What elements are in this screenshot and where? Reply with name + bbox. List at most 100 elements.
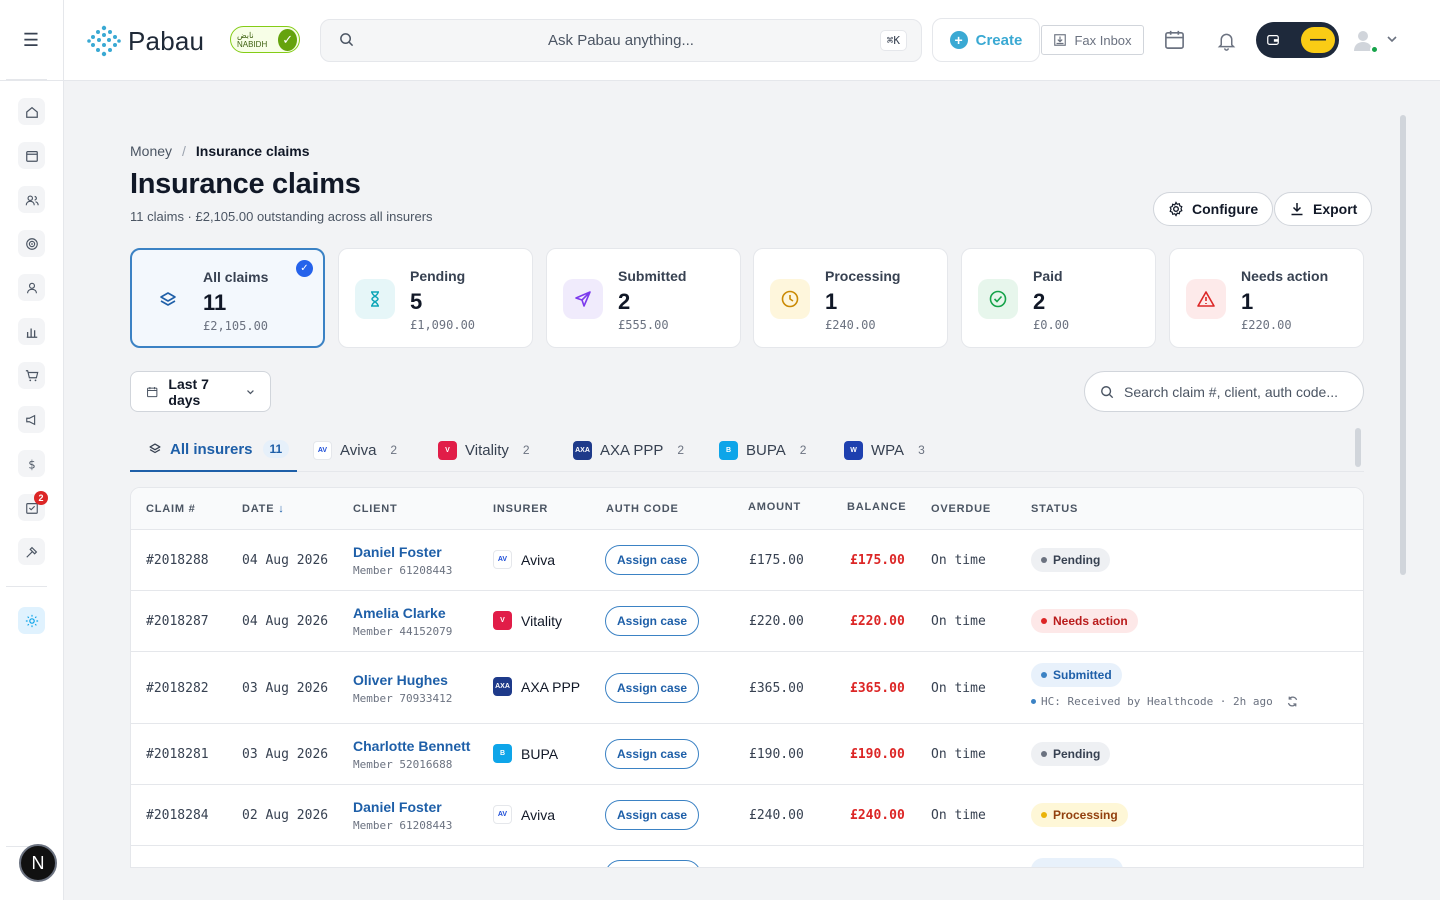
card-label: Processing (825, 268, 901, 284)
healthcode-text: HC: Received by Healthcode · 2h ago (1041, 695, 1273, 708)
amount: £240.00 (749, 808, 804, 823)
tab-vitality[interactable]: V Vitality 2 (438, 428, 530, 472)
claim-date: 03 Aug 2026 (242, 681, 329, 696)
bupa-logo-icon: B (719, 440, 738, 460)
header-auth-code[interactable]: AUTH CODE (606, 503, 679, 515)
fax-inbox-button[interactable]: Fax Inbox (1041, 25, 1144, 55)
assign-case-button[interactable]: Assign case (605, 673, 700, 703)
create-button[interactable]: + Create (932, 18, 1040, 62)
table-row[interactable] (131, 846, 1363, 867)
assign-case-button[interactable]: Assign case (605, 800, 700, 830)
calendar-icon[interactable] (1163, 28, 1186, 51)
client-name[interactable]: Amelia Clarke (353, 605, 446, 621)
date-range-dropdown[interactable]: Last 7 days (130, 371, 271, 412)
client-cell: Amelia Clarke Member 44152079 (353, 605, 452, 638)
nabidh-badge: نابض NABIDH ✓ (230, 26, 300, 53)
tab-all-insurers[interactable]: All insurers 11 (130, 428, 297, 472)
balance: £190.00 (850, 747, 905, 762)
sidebar-item-leads[interactable] (18, 230, 45, 257)
status-badge-partial (1031, 858, 1123, 867)
tabs-scrollbar[interactable] (1355, 428, 1361, 467)
status-badge: Pending (1031, 548, 1111, 572)
header-balance[interactable]: BALANCE (847, 501, 907, 513)
bell-icon[interactable] (1216, 29, 1237, 52)
sidebar-divider (6, 79, 47, 80)
user-initial-button[interactable]: N (19, 844, 57, 882)
assign-case-button[interactable]: Assign case (605, 739, 700, 769)
card-processing[interactable]: Processing 1 £240.00 (753, 248, 948, 348)
card-pending[interactable]: Pending 5 £1,090.00 (338, 248, 533, 348)
sidebar-item-money[interactable]: $ (18, 450, 45, 477)
balance: £240.00 (850, 808, 905, 823)
user-avatar[interactable] (1353, 29, 1379, 54)
mode-toggle[interactable]: — (1256, 22, 1339, 58)
configure-button[interactable]: Configure (1153, 192, 1274, 226)
client-name[interactable]: Daniel Foster (353, 544, 442, 560)
header-overdue[interactable]: OVERDUE (931, 503, 991, 515)
export-button[interactable]: Export (1274, 192, 1373, 226)
table-row[interactable]: #2018284 02 Aug 2026 Daniel Foster Membe… (131, 785, 1363, 846)
menu-icon[interactable]: ☰ (22, 29, 40, 50)
sidebar-item-clients[interactable] (18, 186, 45, 213)
search-placeholder: Ask Pabau anything... (548, 32, 694, 49)
logo-text: Pabau (128, 25, 205, 56)
chevron-down-icon[interactable] (1386, 33, 1398, 45)
claim-number[interactable]: #2018282 (146, 681, 209, 696)
claim-search-input[interactable]: Search claim #, client, auth code... (1084, 371, 1364, 412)
sidebar (0, 79, 63, 900)
assign-case-button[interactable]: Assign case (605, 545, 700, 575)
claim-number[interactable]: #2018287 (146, 614, 209, 629)
member-id: Member 52016688 (353, 758, 453, 771)
claim-number[interactable]: #2018288 (146, 553, 209, 568)
sidebar-item-settings[interactable] (18, 607, 45, 634)
tab-bupa[interactable]: B BUPA 2 (719, 428, 806, 472)
hammer-icon (25, 546, 37, 558)
overdue: On time (931, 747, 986, 762)
page-scrollbar[interactable] (1400, 115, 1406, 575)
wallet-icon (1267, 35, 1279, 45)
pabau-logo[interactable]: Pabau (86, 24, 204, 58)
assign-case-button[interactable]: Assign case (605, 606, 700, 636)
table-row[interactable]: #2018287 04 Aug 2026 Amelia Clarke Membe… (131, 591, 1363, 652)
header-claim[interactable]: CLAIM # (146, 503, 196, 515)
refresh-icon[interactable] (1286, 695, 1299, 708)
table-row[interactable]: #2018282 03 Aug 2026 Oliver Hughes Membe… (131, 652, 1363, 724)
sidebar-border (63, 0, 64, 900)
client-name[interactable]: Charlotte Bennett (353, 738, 471, 754)
tab-label: BUPA (746, 441, 786, 459)
tab-wpa[interactable]: W WPA 3 (844, 428, 925, 472)
client-name[interactable]: Daniel Foster (353, 799, 442, 815)
header-amount[interactable]: AMOUNT (748, 501, 802, 513)
header-insurer[interactable]: INSURER (493, 503, 549, 515)
nabidh-label: نابض NABIDH (237, 30, 268, 49)
sidebar-item-marketing[interactable] (18, 406, 45, 433)
assign-case-button-partial[interactable] (605, 860, 701, 867)
tab-axa-ppp[interactable]: AXA AXA PPP 2 (573, 428, 684, 472)
tab-aviva[interactable]: AV Aviva 2 (313, 428, 397, 472)
sidebar-item-tools[interactable] (18, 538, 45, 565)
breadcrumb-money[interactable]: Money (130, 143, 173, 159)
table-row[interactable]: #2018288 04 Aug 2026 Daniel Foster Membe… (131, 530, 1363, 591)
sidebar-item-calendar[interactable] (18, 142, 45, 169)
header-client[interactable]: CLIENT (353, 503, 398, 515)
sidebar-item-home[interactable] (18, 98, 45, 125)
claim-number[interactable]: #2018281 (146, 747, 209, 762)
header-status[interactable]: STATUS (1031, 503, 1079, 515)
sidebar-item-store[interactable] (18, 362, 45, 389)
card-all-claims[interactable]: All claims 11 £2,105.00 ✓ (130, 248, 325, 348)
header-date[interactable]: DATE ↓ (242, 503, 285, 515)
breadcrumb-current: Insurance claims (195, 143, 310, 159)
card-submitted[interactable]: Submitted 2 £555.00 (546, 248, 741, 348)
card-paid[interactable]: Paid 2 £0.00 (961, 248, 1156, 348)
ai-search-input[interactable]: Ask Pabau anything... ⌘K (320, 19, 922, 62)
card-needs-action[interactable]: Needs action 1 £220.00 (1169, 248, 1364, 348)
claim-number[interactable]: #2018284 (146, 808, 209, 823)
table-row[interactable]: #2018281 03 Aug 2026 Charlotte Bennett M… (131, 724, 1363, 785)
sidebar-item-staff[interactable] (18, 274, 45, 301)
client-cell: Oliver Hughes Member 70933412 (353, 672, 452, 705)
sidebar-item-reports[interactable] (18, 318, 45, 345)
check-icon: ✓ (278, 28, 297, 51)
card-amount: £555.00 (618, 318, 669, 332)
healthcode-note: HC: Received by Healthcode · 2h ago (1031, 695, 1299, 708)
client-name[interactable]: Oliver Hughes (353, 672, 448, 688)
